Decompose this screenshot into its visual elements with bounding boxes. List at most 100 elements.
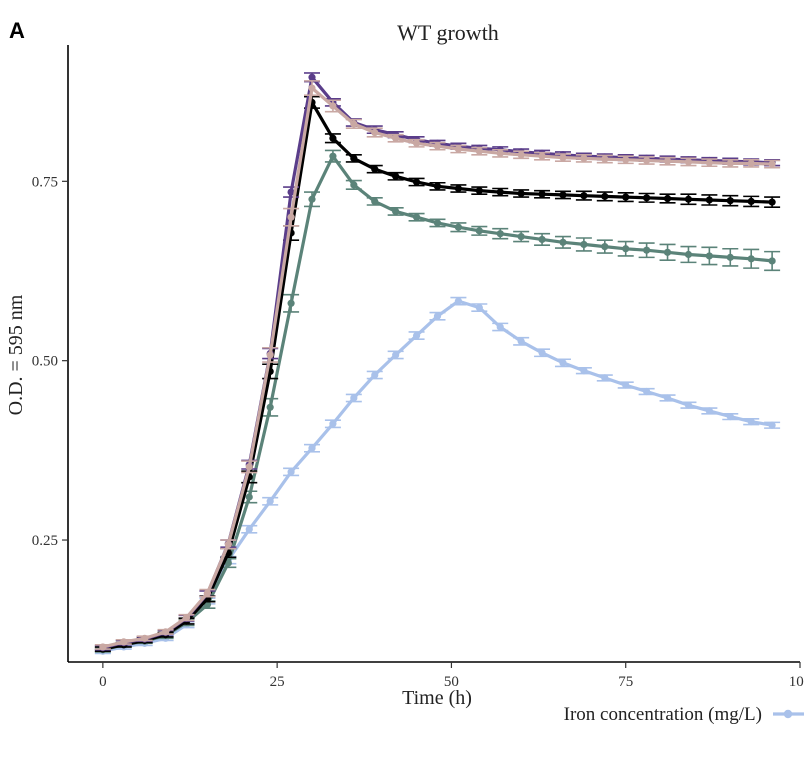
data-point — [350, 154, 358, 162]
data-point — [371, 165, 379, 173]
data-point — [580, 154, 588, 162]
data-point — [517, 189, 525, 198]
data-point — [601, 192, 609, 200]
data-point — [622, 156, 630, 164]
data-point — [663, 194, 672, 203]
series-4 — [94, 72, 781, 652]
data-point — [308, 195, 316, 203]
data-point — [182, 613, 191, 622]
data-point — [496, 230, 504, 238]
data-point — [329, 134, 337, 142]
data-point — [643, 246, 651, 254]
y-axis-label: O.D. = 595 nm — [5, 294, 27, 415]
data-point — [538, 349, 546, 357]
data-point — [559, 191, 567, 199]
data-point — [99, 643, 107, 651]
data-point — [643, 156, 651, 165]
data-point — [266, 497, 274, 505]
data-point — [580, 192, 588, 200]
data-point — [475, 227, 483, 235]
data-point — [705, 407, 713, 415]
data-point — [643, 194, 651, 202]
data-point — [329, 420, 337, 428]
data-point — [287, 468, 295, 476]
series-3 — [94, 95, 781, 653]
data-point — [245, 493, 253, 501]
data-point — [705, 159, 713, 167]
data-point — [475, 303, 483, 312]
data-point — [726, 253, 734, 261]
data-point — [580, 367, 588, 375]
data-point — [433, 219, 442, 227]
data-point — [412, 331, 421, 340]
data-point — [684, 250, 693, 259]
data-point — [517, 151, 525, 159]
data-point — [496, 323, 504, 331]
data-point — [371, 128, 379, 137]
legend-title: Iron concentration (mg/L) — [564, 704, 762, 725]
data-point — [622, 193, 630, 201]
data-point — [538, 152, 546, 160]
data-point — [538, 190, 546, 198]
panel-label: A — [9, 18, 25, 43]
data-point — [747, 159, 755, 167]
data-point — [287, 213, 295, 221]
data-point — [245, 463, 253, 471]
legend: Iron concentration (mg/L) — [564, 704, 804, 725]
data-point — [475, 187, 483, 195]
data-point — [412, 139, 421, 147]
data-point — [747, 197, 755, 206]
data-point — [162, 628, 170, 636]
data-point — [663, 394, 672, 402]
y-tick-label: 0.50 — [32, 354, 58, 370]
data-point — [329, 102, 337, 110]
data-point — [601, 243, 609, 251]
x-tick-label: 0 — [99, 674, 107, 690]
data-point — [308, 444, 316, 452]
data-point — [726, 413, 734, 421]
legend-keys — [773, 709, 804, 719]
data-point — [392, 134, 400, 142]
data-point — [245, 525, 253, 533]
data-point — [287, 299, 295, 307]
data-point — [768, 160, 776, 168]
data-point — [224, 540, 232, 548]
data-point — [684, 158, 693, 166]
data-point — [308, 73, 316, 81]
x-axis-label: Time (h) — [402, 687, 472, 709]
x-tick-label: 25 — [270, 674, 285, 690]
data-point — [266, 351, 274, 359]
data-point — [371, 197, 379, 206]
data-point — [454, 145, 462, 153]
data-point — [433, 142, 442, 150]
data-point — [768, 421, 776, 429]
series-layer — [94, 72, 781, 655]
data-point — [412, 213, 421, 221]
data-point — [705, 252, 713, 260]
data-point — [224, 559, 232, 567]
data-point — [203, 589, 212, 597]
data-point — [559, 359, 567, 367]
chart-title: WT growth — [397, 20, 499, 45]
data-point — [768, 257, 776, 265]
series-1 — [94, 296, 781, 655]
data-point — [287, 188, 295, 196]
legend-key-marker — [783, 709, 793, 719]
data-point — [601, 155, 609, 163]
data-point — [517, 337, 525, 345]
data-point — [726, 197, 734, 205]
data-point — [559, 154, 567, 162]
data-point — [622, 245, 630, 253]
axes: 0 25 50 75 100 0.25 0.50 0.75 — [32, 45, 804, 690]
y-tick-label: 0.25 — [32, 533, 58, 549]
data-point — [475, 147, 483, 155]
data-point — [141, 634, 149, 642]
series-5 — [94, 80, 781, 651]
data-point — [747, 255, 755, 263]
data-point — [705, 196, 713, 204]
data-point — [684, 401, 693, 409]
data-point — [350, 120, 358, 128]
data-point — [684, 195, 693, 203]
data-point — [601, 374, 609, 382]
